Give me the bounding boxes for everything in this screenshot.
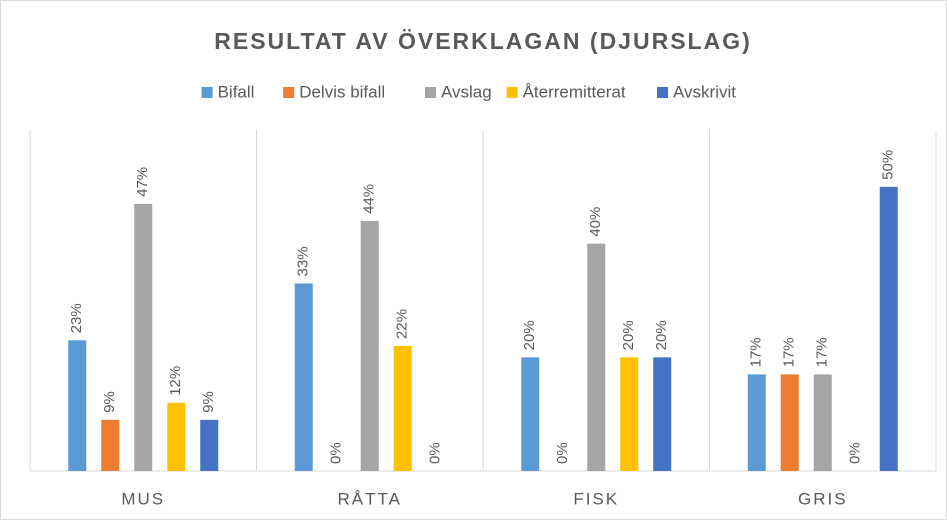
bar <box>879 186 898 472</box>
data-label: 0% <box>328 442 345 464</box>
bar <box>521 357 540 471</box>
data-label: 0% <box>847 442 864 464</box>
data-label: 0% <box>554 442 571 464</box>
bar <box>101 419 120 471</box>
data-label: 20% <box>653 320 670 350</box>
legend-label: Återremitterat <box>523 82 626 101</box>
legend-swatch <box>283 87 295 98</box>
data-label: 17% <box>748 337 765 367</box>
bar <box>813 374 832 471</box>
data-label: 22% <box>394 309 411 339</box>
bar <box>360 220 379 471</box>
x-tick-label: RÅTTA <box>338 489 402 508</box>
data-label: 17% <box>814 337 831 367</box>
data-label: 44% <box>361 184 378 214</box>
legend-swatch <box>425 87 436 98</box>
legend-swatch <box>201 87 213 98</box>
legend-label: Avslag <box>441 82 492 101</box>
data-label: 20% <box>521 320 538 350</box>
data-label: 33% <box>295 246 312 276</box>
bar <box>620 357 639 471</box>
x-tick-label: FISK <box>573 489 619 508</box>
data-label: 47% <box>134 167 151 197</box>
data-label: 9% <box>101 391 118 413</box>
x-tick-label: MUS <box>121 489 165 508</box>
legend-swatch <box>657 87 668 98</box>
bar <box>200 419 219 471</box>
data-label: 40% <box>587 207 604 237</box>
chart-title: RESULTAT AV ÖVERKLAGAN (DJURSLAG) <box>214 28 752 54</box>
data-label: 50% <box>880 150 897 180</box>
legend-label: Delvis bifall <box>299 82 385 101</box>
data-label: 12% <box>167 366 184 396</box>
bar <box>68 340 87 471</box>
legend-label: Avskrivit <box>673 82 736 101</box>
bar <box>393 345 412 471</box>
x-tick-label: GRIS <box>798 489 848 508</box>
data-label: 17% <box>781 337 798 367</box>
legend-swatch <box>506 87 518 98</box>
bar <box>653 357 672 471</box>
data-label: 9% <box>200 391 217 413</box>
data-label: 23% <box>68 303 85 333</box>
bar <box>294 283 313 471</box>
legend-label: Bifall <box>218 82 255 101</box>
bar <box>780 374 799 471</box>
bar <box>587 243 606 471</box>
bar <box>747 374 766 471</box>
bar <box>134 203 153 471</box>
data-label: 0% <box>427 442 444 464</box>
bar <box>167 402 186 471</box>
data-label: 20% <box>620 320 637 350</box>
